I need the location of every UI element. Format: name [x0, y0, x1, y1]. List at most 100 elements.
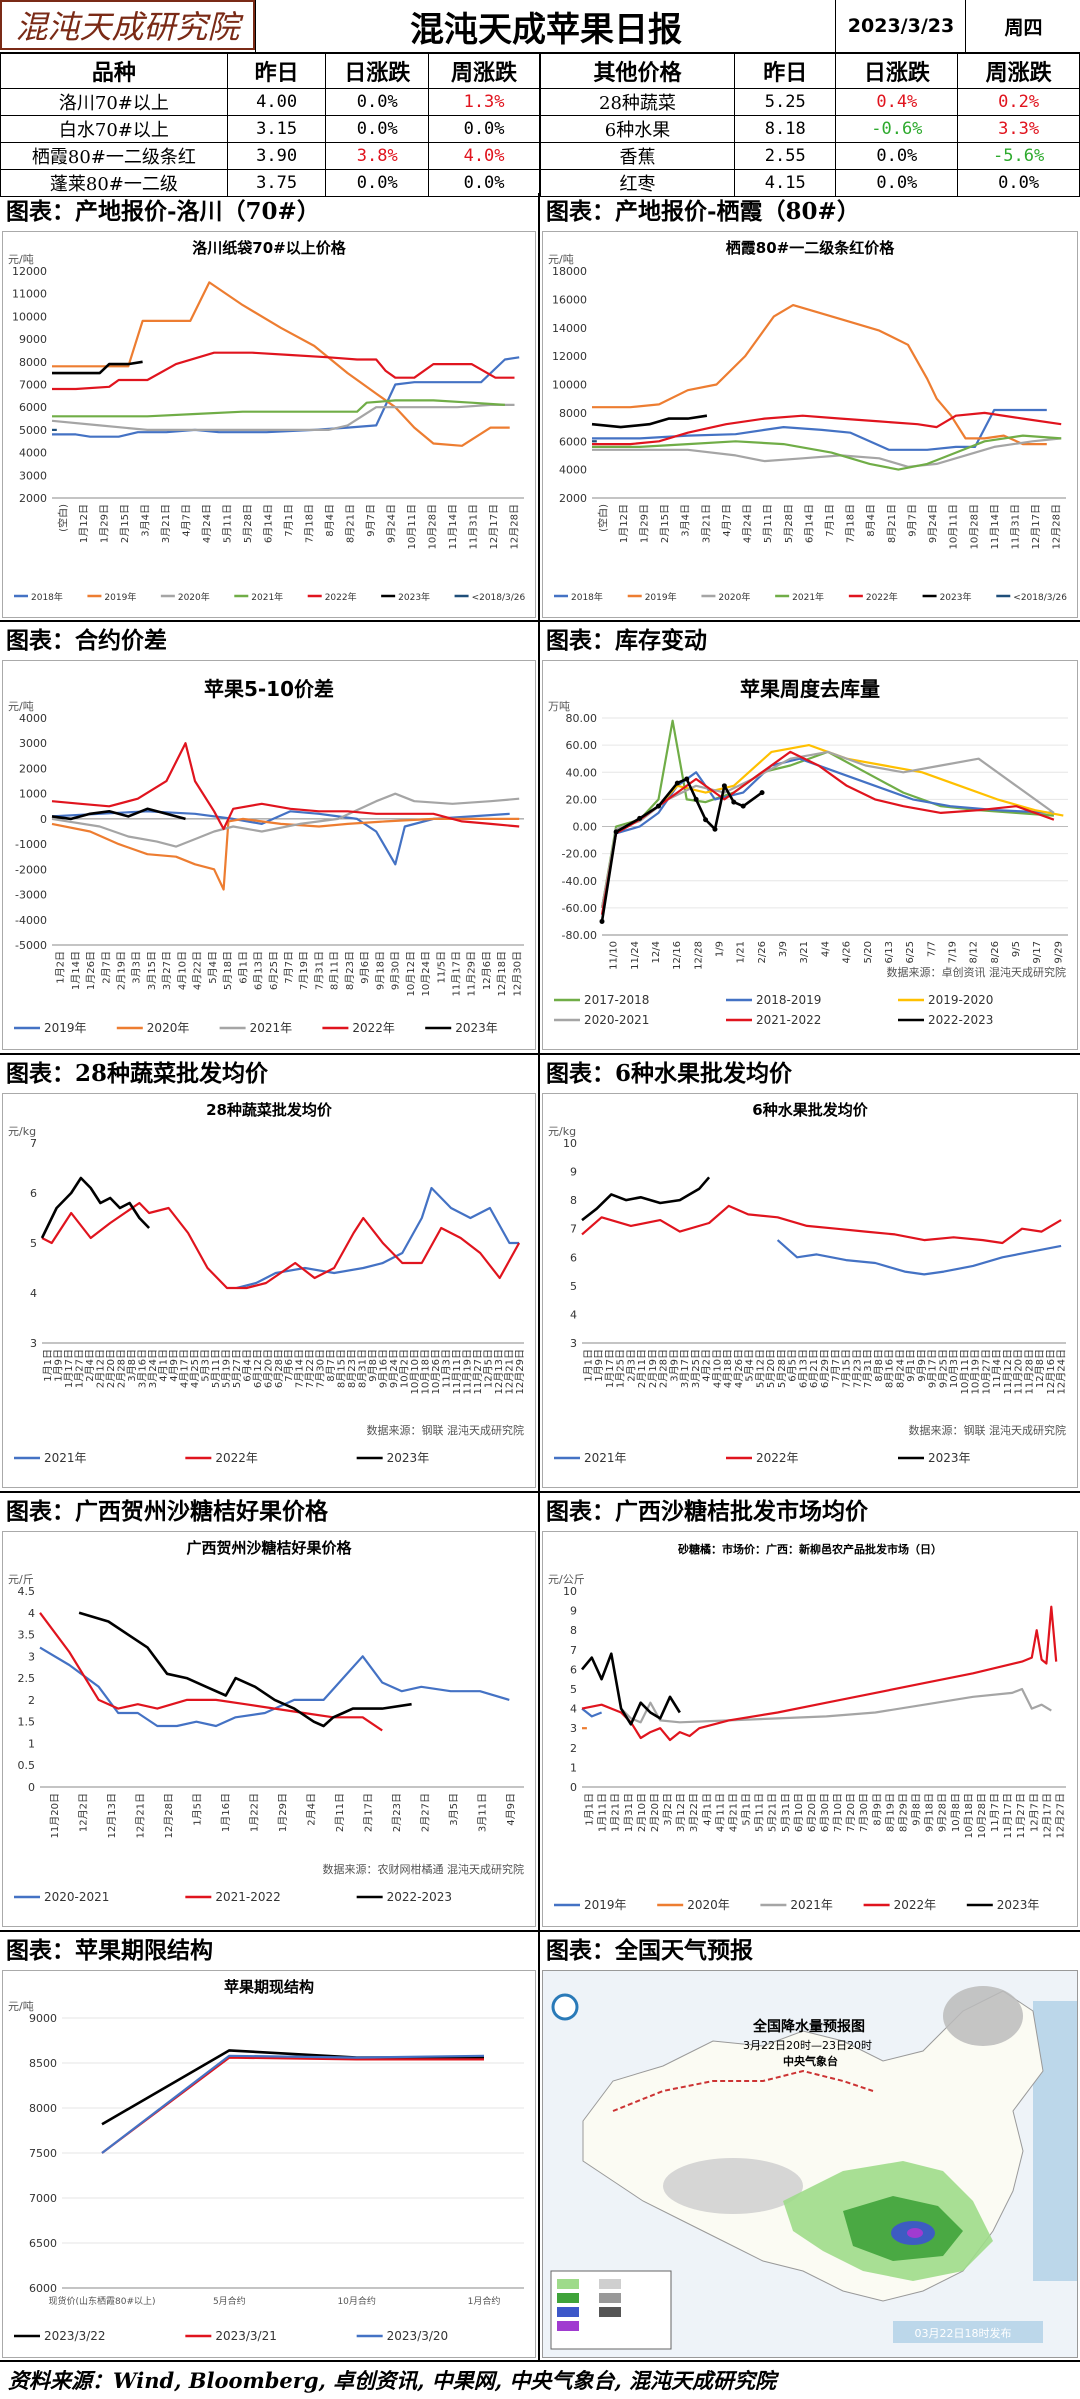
legend-label: 2020-2021 [584, 1013, 649, 1027]
chart-note: 数据来源：钢联 混沌天成研究院 [367, 1423, 525, 1437]
x-tick-label: 6月13日 [797, 1349, 809, 1388]
x-tick-label: 1月21日 [610, 1793, 622, 1832]
data-point [674, 780, 680, 786]
data-point [599, 918, 605, 924]
x-tick-label: 9月24日 [388, 1349, 400, 1388]
legend-label: 2020-2021 [44, 1890, 109, 1904]
x-tick-label: (空白) [56, 504, 69, 532]
x-tick-label: 10月24日 [420, 951, 432, 996]
x-tick-label: 7月10日 [832, 1793, 844, 1832]
x-tick-label: 12月6日 [481, 951, 493, 990]
x-tick-label: 3月12日 [675, 1793, 687, 1832]
y-tick-label: 4 [28, 1607, 35, 1620]
weekly-change: 0.2% [957, 88, 1080, 116]
y-tick-label: 2000 [19, 492, 47, 505]
panel-title-hezhou: 图表：广西贺州沙糖桔好果价格 [6, 1498, 328, 1525]
x-tick-label: 11/24 [630, 941, 641, 970]
series-line [51, 403, 515, 431]
x-tick-label: 6月25日 [268, 951, 280, 990]
y-tick-label: 3.5 [18, 1629, 36, 1642]
x-tick-label: 1月12日 [78, 504, 90, 543]
x-tick-label: 7月7日 [830, 1349, 842, 1382]
x-tick-label: 12月18日 [496, 951, 508, 996]
y-tick-label: 40.00 [566, 766, 598, 779]
x-tick-label: 3月22日 [688, 1793, 700, 1832]
x-tick-label: 7月20日 [845, 1793, 857, 1832]
x-tick-label: 1月29日 [98, 504, 110, 543]
y-tick-label: 2 [570, 1742, 577, 1755]
data-point [703, 817, 709, 823]
x-tick-label: 4/4 [820, 941, 831, 957]
series-line [600, 757, 1054, 909]
x-tick-label: 11/5日 [436, 951, 447, 983]
legend-swatch [599, 2307, 621, 2317]
y-tick-label: 8 [570, 1624, 577, 1637]
y-tick-label: 10 [563, 1585, 577, 1598]
x-tick-label: 4月25日 [189, 1349, 201, 1388]
x-tick-label: 3月15日 [146, 951, 158, 990]
y-tick-label: 7000 [29, 2192, 57, 2205]
legend-label: 2020年 [718, 591, 750, 603]
series-line [39, 1612, 383, 1732]
x-tick-label: 8月23日 [344, 951, 356, 990]
series-line [51, 792, 520, 848]
x-tick-label: 9月16日 [378, 1349, 390, 1388]
y-tick-label: 16000 [552, 293, 587, 306]
yesterday-price: 3.90 [226, 142, 327, 170]
x-tick-label: 4月21日 [727, 1793, 739, 1832]
weekly-change: 0.0% [957, 169, 1080, 197]
y-tick-label: 0.5 [18, 1759, 36, 1772]
x-tick-label: 11月14日 [447, 504, 459, 549]
y-tick-label: 4000 [19, 447, 47, 460]
panel-title-spread: 图表：合约价差 [6, 627, 167, 654]
x-tick-label: 5月4日 [207, 951, 219, 984]
chart-frame [542, 1531, 1078, 1927]
legend-swatch [557, 2293, 579, 2303]
legend-label: 2020年 [178, 591, 210, 603]
item-name: 蓬莱80#一二级 [0, 169, 228, 197]
x-tick-label: 5月19日 [220, 1349, 232, 1388]
x-tick-label: 12月2日 [78, 1793, 90, 1832]
x-tick-label: 5月1日 [741, 1793, 753, 1826]
x-tick-label: 10月11日 [948, 504, 960, 549]
x-tick-label: 1月1日 [584, 1793, 596, 1826]
daily-change: 3.8% [325, 142, 430, 170]
y-tick-label: -20.00 [562, 848, 597, 861]
legend-label: 2021年 [250, 1021, 293, 1035]
x-tick-label: 4月24日 [742, 504, 754, 543]
x-tick-label: 10月26日 [430, 1349, 442, 1394]
x-tick-label: 4月24日 [201, 504, 213, 543]
data-point [721, 783, 727, 789]
x-tick-label: 6/13 [884, 941, 895, 963]
y-tick-label: 4 [570, 1308, 577, 1321]
legend-label: 2023年 [387, 1451, 430, 1465]
x-tick-label: 8月23日 [346, 1349, 358, 1388]
series-line [39, 1646, 510, 1728]
legend-label: <2018/3/26 [1013, 593, 1067, 603]
x-tick-label: 8/26 [990, 941, 1001, 963]
y-tick-label: -3000 [15, 889, 47, 902]
chart-frame [2, 1531, 536, 1927]
x-tick-label: 11月14日 [989, 504, 1001, 549]
data-point [693, 796, 699, 802]
y-tick-label: 9000 [29, 2012, 57, 2025]
col-header: 品种 [0, 53, 228, 89]
x-tick-label: 11月20日 [1013, 1349, 1025, 1394]
y-tick-label: 4000 [19, 712, 47, 725]
x-tick-label: 10月28日 [968, 504, 980, 549]
item-name: 白水70#以上 [0, 115, 228, 143]
x-tick-label: 10月19日 [970, 1349, 982, 1394]
x-tick-label: 1月22日 [249, 1793, 261, 1832]
y-tick-label: 8500 [29, 2057, 57, 2070]
y-axis-label: 万吨 [548, 700, 570, 713]
x-tick-label: 10月12日 [405, 951, 417, 996]
x-tick-label: 9月25日 [937, 1349, 949, 1388]
y-tick-label: 3 [570, 1722, 577, 1735]
report-weekday: 周四 [965, 0, 1080, 52]
x-tick-label: 5月27日 [231, 1349, 243, 1388]
x-tick-label: 2月12日 [95, 1349, 107, 1388]
y-tick-label: 7500 [29, 2147, 57, 2160]
x-tick-label: 1月1日 [582, 1349, 594, 1382]
x-tick-label: 11月31日 [468, 504, 480, 549]
